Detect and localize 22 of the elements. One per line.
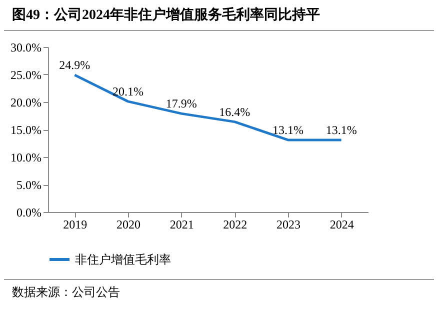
y-tick-label: 0.0% bbox=[16, 206, 42, 220]
y-tick-label: 25.0% bbox=[10, 68, 42, 82]
x-tick-label: 2019 bbox=[63, 218, 88, 232]
legend-label: 非住户增值毛利率 bbox=[75, 252, 171, 266]
data-label: 24.9% bbox=[59, 58, 90, 72]
y-tick-label: 20.0% bbox=[10, 96, 42, 110]
data-label: 13.1% bbox=[326, 122, 357, 137]
x-tick-label: 2020 bbox=[116, 218, 140, 232]
y-tick-label: 30.0% bbox=[10, 40, 42, 54]
chart-title: 图49：公司2024年非住户增值服务毛利率同比持平 bbox=[4, 0, 434, 31]
x-tick-label: 2021 bbox=[170, 218, 194, 232]
data-label: 17.9% bbox=[166, 96, 197, 111]
y-tick-label: 10.0% bbox=[10, 150, 42, 164]
source-note: 数据来源：公司公告 bbox=[4, 279, 434, 305]
y-tick-label: 15.0% bbox=[10, 123, 42, 137]
x-tick-label: 2024 bbox=[330, 218, 354, 232]
x-tick-label: 2023 bbox=[276, 218, 300, 232]
data-label: 20.1% bbox=[112, 84, 144, 98]
y-tick-label: 5.0% bbox=[16, 178, 42, 192]
data-label: 13.1% bbox=[272, 122, 304, 137]
x-tick-label: 2022 bbox=[223, 218, 248, 232]
data-label: 16.4% bbox=[219, 104, 250, 119]
